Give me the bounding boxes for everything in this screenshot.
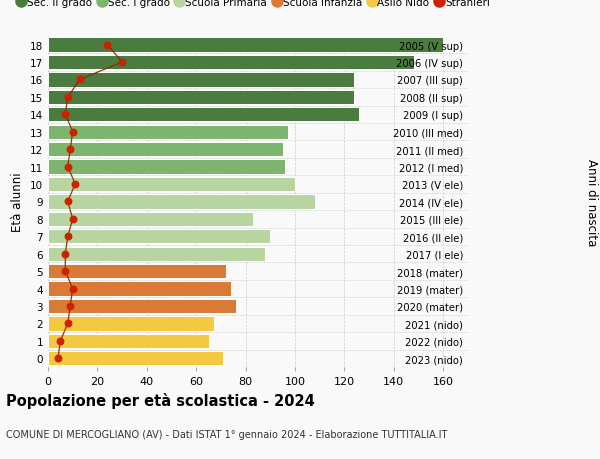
Point <box>76 77 85 84</box>
Bar <box>48 247 265 261</box>
Text: Popolazione per età scolastica - 2024: Popolazione per età scolastica - 2024 <box>6 392 315 409</box>
Point <box>118 59 127 67</box>
Bar <box>48 125 287 140</box>
Bar <box>48 178 295 192</box>
Point <box>68 216 77 223</box>
Legend: Sec. II grado, Sec. I grado, Scuola Primaria, Scuola Infanzia, Asilo Nido, Stran: Sec. II grado, Sec. I grado, Scuola Prim… <box>14 0 494 12</box>
Point <box>63 94 73 101</box>
Point <box>61 251 70 258</box>
Bar <box>48 230 271 244</box>
Bar <box>48 38 443 52</box>
Point <box>65 146 75 153</box>
Point <box>63 320 73 327</box>
Bar <box>48 264 226 279</box>
Bar <box>48 317 214 331</box>
Bar <box>48 90 355 105</box>
Point <box>63 163 73 171</box>
Point <box>68 285 77 292</box>
Bar <box>48 73 355 87</box>
Y-axis label: Età alunni: Età alunni <box>11 172 25 232</box>
Bar <box>48 143 283 157</box>
Point <box>61 268 70 275</box>
Text: COMUNE DI MERCOGLIANO (AV) - Dati ISTAT 1° gennaio 2024 - Elaborazione TUTTITALI: COMUNE DI MERCOGLIANO (AV) - Dati ISTAT … <box>6 429 448 439</box>
Bar <box>48 352 223 366</box>
Point <box>61 112 70 119</box>
Bar <box>48 212 253 226</box>
Point <box>53 355 62 362</box>
Bar <box>48 195 315 209</box>
Bar <box>48 334 209 348</box>
Bar <box>48 299 236 313</box>
Point <box>103 42 112 49</box>
Text: Anni di nascita: Anni di nascita <box>584 158 598 246</box>
Point <box>56 337 65 345</box>
Point <box>63 198 73 206</box>
Bar <box>48 282 231 296</box>
Point <box>63 233 73 241</box>
Point <box>65 302 75 310</box>
Point <box>70 181 80 188</box>
Bar <box>48 56 413 70</box>
Bar <box>48 108 359 122</box>
Point <box>68 129 77 136</box>
Bar <box>48 160 285 174</box>
